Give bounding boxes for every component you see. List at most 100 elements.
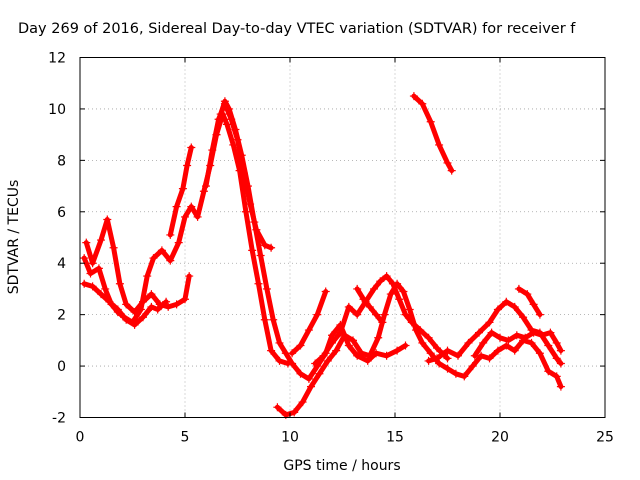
data-point xyxy=(340,331,349,340)
data-point xyxy=(376,277,385,286)
data-point xyxy=(443,158,452,167)
data-point xyxy=(443,346,452,355)
data-point xyxy=(433,354,441,363)
series-line xyxy=(289,289,329,356)
y-tick-label: 12 xyxy=(48,51,66,67)
data-point xyxy=(248,246,257,255)
data-point xyxy=(529,328,538,337)
data-point xyxy=(86,269,95,278)
data-point xyxy=(296,369,305,378)
data-point xyxy=(433,344,441,353)
x-tick-label: 10 xyxy=(281,430,299,446)
data-point xyxy=(315,369,324,378)
series-line xyxy=(472,330,564,359)
data-point xyxy=(130,308,139,317)
data-point xyxy=(227,115,236,124)
data-point xyxy=(374,333,383,342)
series-line xyxy=(312,273,450,366)
data-point xyxy=(485,318,494,327)
data-point xyxy=(370,284,378,293)
data-point xyxy=(113,305,122,314)
data-point xyxy=(502,297,511,306)
chart-title: Day 269 of 2016, Sidereal Day-to-day VTE… xyxy=(18,21,576,37)
data-point xyxy=(187,143,196,152)
data-point xyxy=(386,290,395,299)
data-point xyxy=(202,182,210,191)
data-point xyxy=(208,146,217,155)
data-point xyxy=(443,364,452,373)
data-point xyxy=(80,279,89,288)
data-point xyxy=(229,140,238,149)
data-point xyxy=(94,264,103,273)
data-point xyxy=(426,349,435,358)
series-track-1 xyxy=(80,97,410,383)
series-track-9 xyxy=(311,272,452,368)
data-point xyxy=(332,346,341,355)
data-point xyxy=(401,310,410,319)
data-point xyxy=(344,302,353,311)
y-tick-label: 8 xyxy=(57,153,66,169)
data-point xyxy=(193,212,202,221)
data-point xyxy=(319,351,328,360)
data-point xyxy=(283,359,292,368)
data-point xyxy=(275,338,284,347)
data-point xyxy=(443,354,452,363)
data-point xyxy=(447,166,456,175)
data-point xyxy=(109,243,118,252)
data-point xyxy=(487,328,496,337)
data-point xyxy=(139,313,147,322)
series-line xyxy=(214,111,291,366)
data-point xyxy=(262,284,271,293)
data-point xyxy=(418,338,427,347)
data-point xyxy=(252,225,261,234)
data-point xyxy=(365,302,374,311)
data-point xyxy=(418,99,427,108)
series-track-12 xyxy=(424,297,565,368)
data-point xyxy=(223,120,231,129)
data-point xyxy=(153,305,162,314)
x-tick-label: 5 xyxy=(181,430,190,446)
data-point xyxy=(256,251,265,260)
data-point xyxy=(527,338,536,347)
grid xyxy=(80,57,605,418)
data-point xyxy=(544,367,553,376)
data-point xyxy=(510,302,519,311)
data-point xyxy=(529,300,538,309)
data-point xyxy=(328,338,336,347)
data-point xyxy=(97,290,105,299)
data-point xyxy=(139,297,147,306)
data-point xyxy=(378,318,387,327)
data-point xyxy=(181,212,189,221)
data-point xyxy=(407,318,416,327)
data-point xyxy=(493,346,502,355)
data-point xyxy=(454,351,462,360)
data-point xyxy=(172,202,181,211)
data-point xyxy=(435,359,444,368)
data-point xyxy=(372,310,381,319)
data-point xyxy=(80,254,89,263)
data-point xyxy=(405,305,414,314)
data-point xyxy=(380,310,389,319)
x-axis-label: GPS time / hours xyxy=(283,458,400,474)
data-point xyxy=(290,408,299,417)
data-point xyxy=(122,315,131,324)
data-point xyxy=(393,346,402,355)
series-track-14 xyxy=(514,284,544,319)
data-point xyxy=(162,297,171,306)
data-point xyxy=(357,349,366,358)
y-tick-label: -2 xyxy=(52,411,66,427)
series-line xyxy=(426,299,564,366)
data-point xyxy=(178,184,187,193)
y-tick-label: 2 xyxy=(57,308,66,324)
data-point xyxy=(363,356,372,365)
series-track-2 xyxy=(82,215,194,317)
data-point xyxy=(512,331,521,340)
data-point xyxy=(514,284,523,293)
y-tick-label: 4 xyxy=(57,256,66,272)
data-point xyxy=(382,272,391,281)
data-point xyxy=(88,259,97,268)
data-point xyxy=(254,279,263,288)
data-point xyxy=(519,313,528,322)
data-point xyxy=(349,336,357,345)
